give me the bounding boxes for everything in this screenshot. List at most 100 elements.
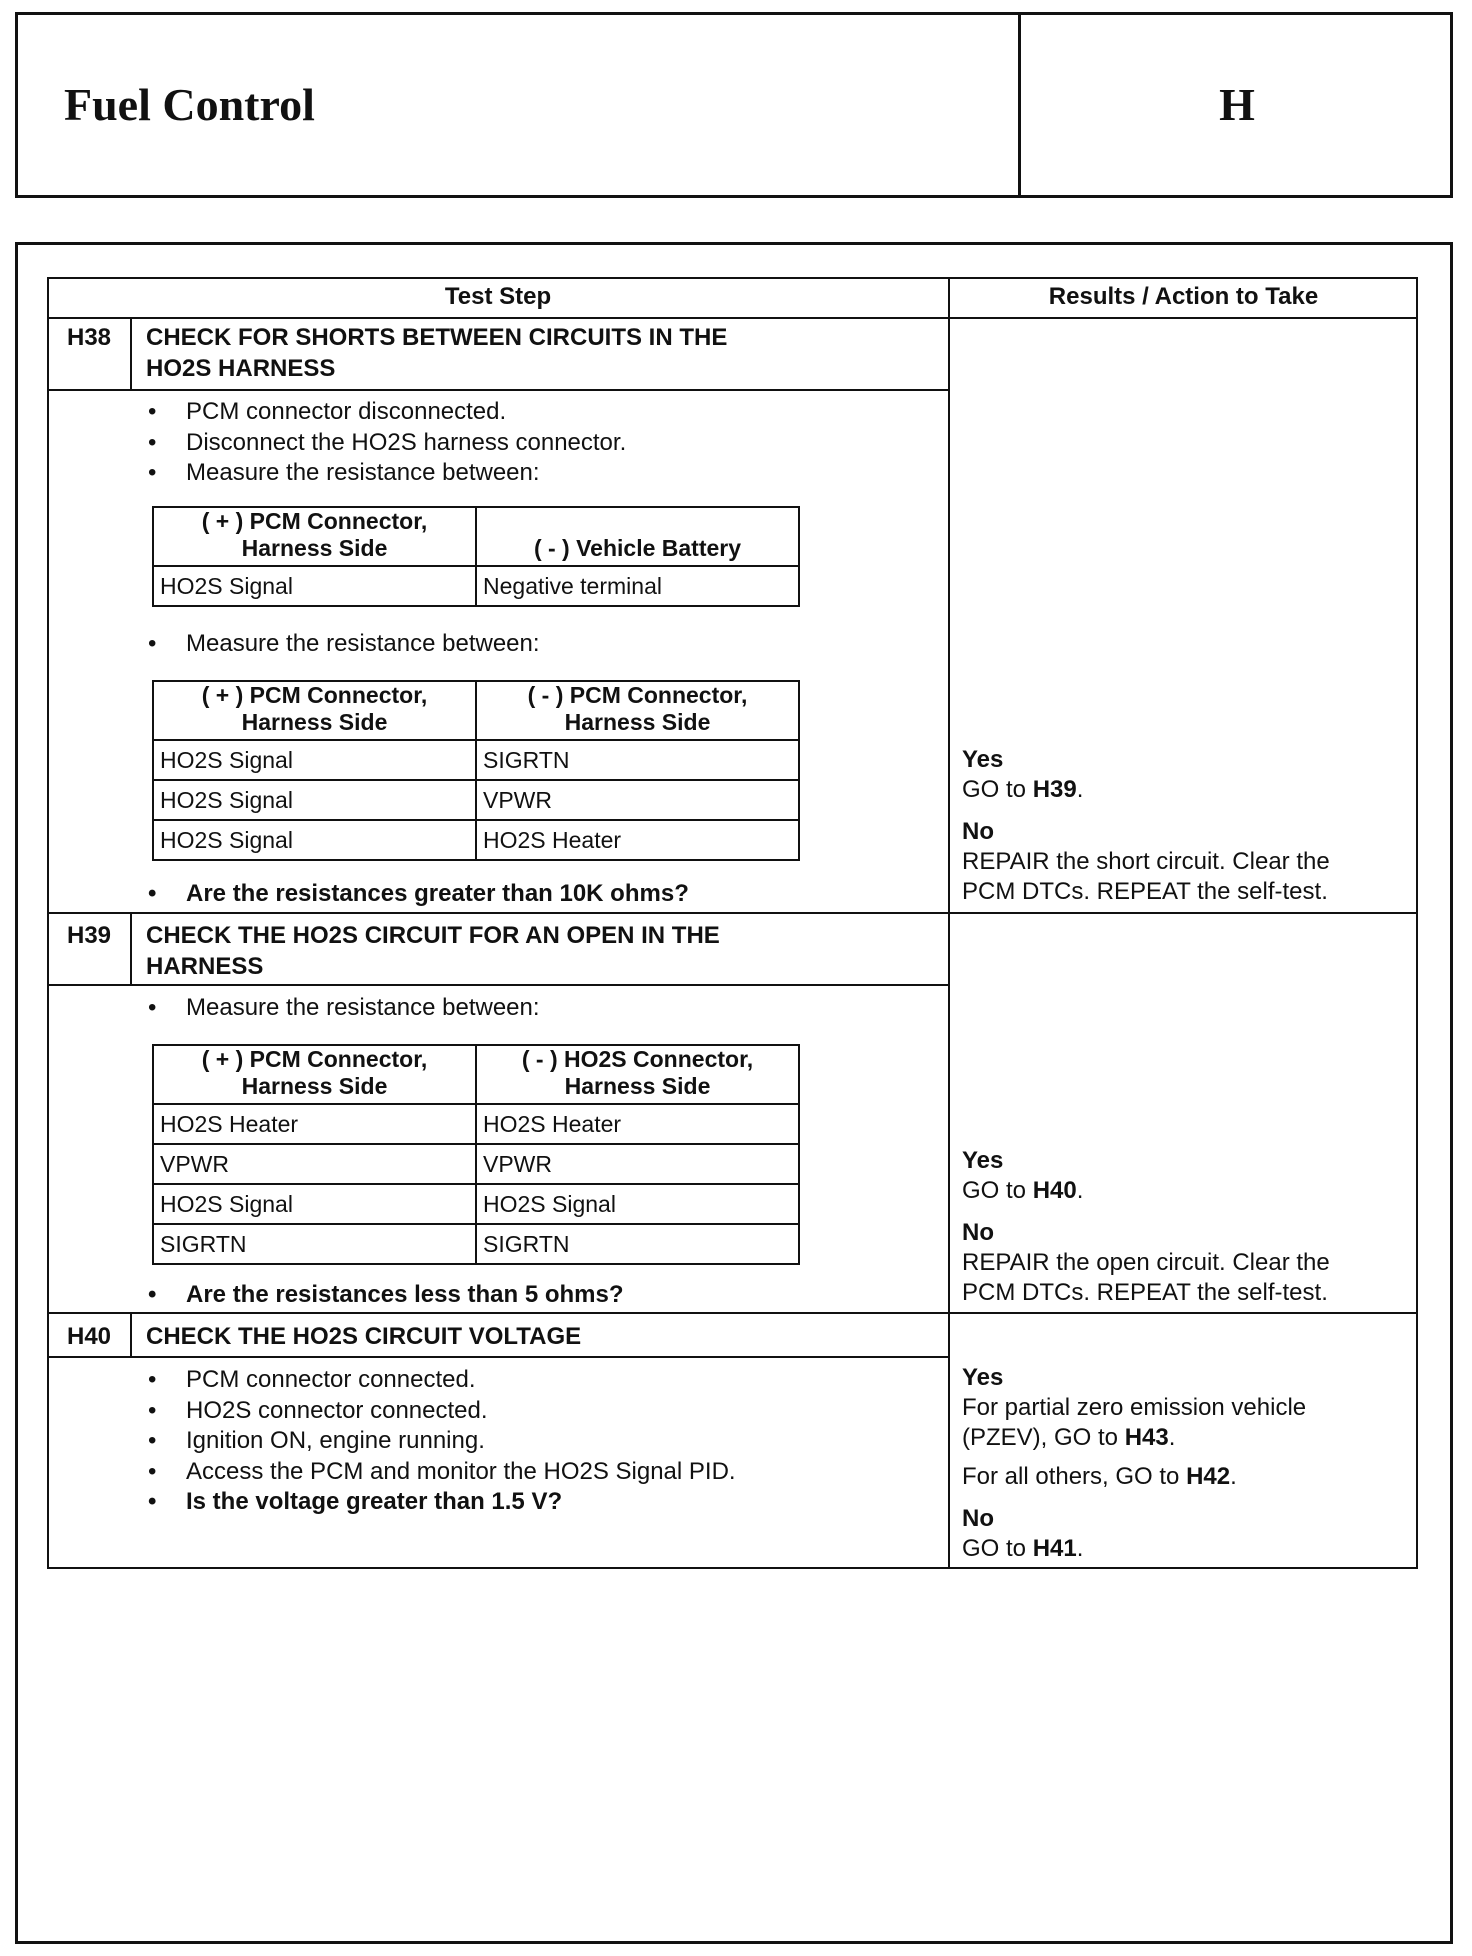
bullet-item: Measure the resistance between: — [148, 458, 626, 489]
h39-results: Yes GO to H40. No REPAIR the open circui… — [962, 1146, 1330, 1308]
table-row: HO2S Heater HO2S Heater — [152, 1103, 800, 1145]
no-action: PCM DTCs. REPEAT the self-test. — [962, 1279, 1328, 1306]
h38-question: Are the resistances greater than 10K ohm… — [148, 879, 689, 910]
col-results: Results / Action to Take — [1048, 283, 1319, 310]
bullet-item: Disconnect the HO2S harness connector. — [148, 428, 626, 459]
header-line: ( - ) HO2S Connector, — [521, 1046, 754, 1072]
bullet-item: PCM connector connected. — [148, 1365, 736, 1396]
step-ref[interactable]: H43 — [1124, 1424, 1169, 1451]
h39-id-divider — [130, 913, 132, 985]
step-id-h38: H38 — [66, 324, 112, 351]
title-line: CHECK THE HO2S CIRCUIT FOR AN OPEN IN TH… — [146, 922, 720, 949]
table-cell: VPWR — [475, 779, 800, 821]
action-text: GO to — [962, 1177, 1033, 1204]
bullet-item: Ignition ON, engine running. — [148, 1426, 736, 1457]
col-test-step: Test Step — [444, 283, 552, 310]
table-cell: HO2S Heater — [152, 1103, 477, 1145]
step-id-h39: H39 — [66, 922, 112, 949]
diagnostic-table — [47, 277, 1418, 1569]
bullet-item: PCM connector disconnected. — [148, 397, 626, 428]
table-header-row: ( + ) PCM Connector, Harness Side( - ) PC… — [152, 680, 800, 741]
question-item: Are the resistances greater than 10K ohm… — [148, 879, 689, 910]
step-ref[interactable]: H39 — [1032, 776, 1077, 803]
h38-end-line — [47, 912, 1418, 914]
bullet-item: Measure the resistance between: — [148, 629, 540, 660]
bullet-item: Measure the resistance between: — [148, 993, 540, 1024]
table-row: HO2S Signal VPWR — [152, 779, 800, 821]
step-title-h39: CHECK THE HO2S CIRCUIT FOR AN OPEN IN TH… — [146, 921, 720, 982]
step-ref[interactable]: H42 — [1186, 1463, 1231, 1490]
table-header-row: ( + ) PCM Connector, Harness Side( - ) HO… — [152, 1044, 800, 1105]
step-title-h40: CHECK THE HO2S CIRCUIT VOLTAGE — [146, 1323, 582, 1350]
table-row: HO2S Signal HO2S Signal — [152, 1183, 800, 1225]
table-cell: HO2S Signal — [152, 1183, 477, 1225]
h38-bullet-2: Measure the resistance between: — [148, 629, 540, 660]
header-box — [15, 12, 1453, 198]
table-cell: HO2S Signal — [475, 1183, 800, 1225]
yes-label: Yes — [962, 1147, 1004, 1174]
header-line: ( - ) PCM Connector, — [527, 682, 748, 708]
table-cell: HO2S Signal — [152, 819, 477, 861]
table-cell: HO2S Heater — [475, 1103, 800, 1145]
h38-bullets: PCM connector disconnected. Disconnect t… — [148, 397, 626, 489]
no-action: REPAIR the open circuit. Clear the — [962, 1249, 1330, 1276]
table-cell: HO2S Signal — [152, 565, 477, 607]
header-row-line — [47, 317, 1418, 319]
header-line: Harness Side — [241, 535, 388, 561]
h38-title-line — [47, 389, 949, 391]
page-title: Fuel Control — [64, 79, 315, 130]
h40-id-divider — [130, 1313, 132, 1357]
h39-title-line — [47, 984, 949, 986]
column-header: ( - ) HO2S Connector, Harness Side — [475, 1044, 800, 1105]
table-row: SIGRTN SIGRTN — [152, 1223, 800, 1265]
column-header: ( + ) PCM Connector, Harness Side — [152, 1044, 477, 1105]
table-row: HO2S Signal HO2S Heater — [152, 819, 800, 861]
yes-action: GO to H39. — [962, 776, 1084, 803]
h39-table-1: ( + ) PCM Connector, Harness Side( - ) HO… — [152, 1044, 800, 1265]
action-text: GO to — [962, 776, 1033, 803]
yes-action: For partial zero emission vehicle — [962, 1394, 1307, 1421]
step-ref[interactable]: H40 — [1032, 1177, 1077, 1204]
header-line: ( + ) PCM Connector, — [201, 1046, 428, 1072]
column-header: ( + ) PCM Connector, Harness Side — [152, 680, 477, 741]
bullet-item: Access the PCM and monitor the HO2S Sign… — [148, 1457, 736, 1488]
h38-table-2: ( + ) PCM Connector, Harness Side( - ) PC… — [152, 680, 800, 861]
yes-label: Yes — [962, 1364, 1004, 1391]
question-item: Are the resistances less than 5 ohms? — [148, 1280, 624, 1311]
yes-action: For all others, GO to H42. — [962, 1463, 1237, 1490]
column-header: ( - ) PCM Connector, Harness Side — [475, 680, 800, 741]
table-cell: HO2S Signal — [152, 779, 477, 821]
yes-action: (PZEV), GO to H43. — [962, 1424, 1176, 1451]
title-line: HO2S HARNESS — [146, 354, 336, 382]
table-cell: HO2S Signal — [152, 739, 477, 781]
question-item: Is the voltage greater than 1.5 V? — [148, 1487, 736, 1518]
bullet-item: HO2S connector connected. — [148, 1396, 736, 1427]
table-cell: HO2S Heater — [475, 819, 800, 861]
table-row: HO2S Signal Negative terminal — [152, 565, 800, 607]
table-cell: Negative terminal — [475, 565, 800, 607]
no-action: GO to H41. — [962, 1535, 1084, 1562]
header-divider — [1018, 12, 1021, 198]
table-cell: SIGRTN — [475, 739, 800, 781]
step-ref[interactable]: H41 — [1032, 1535, 1077, 1562]
table-cell: SIGRTN — [152, 1223, 477, 1265]
main-box — [15, 242, 1453, 1944]
h39-bullets: Measure the resistance between: — [148, 993, 540, 1024]
no-label: No — [962, 1505, 994, 1532]
h39-question: Are the resistances less than 5 ohms? — [148, 1280, 624, 1311]
yes-label: Yes — [962, 746, 1004, 773]
no-label: No — [962, 818, 994, 845]
action-text: GO to — [962, 1535, 1033, 1562]
h38-results: Yes GO to H39. No REPAIR the short circu… — [962, 745, 1330, 907]
title-line: HARNESS — [146, 952, 264, 980]
header-line: Harness Side — [241, 709, 388, 735]
header-line: ( + ) PCM Connector, — [201, 682, 428, 708]
action-text: (PZEV), GO to — [962, 1424, 1125, 1451]
h40-results: Yes For partial zero emission vehicle (P… — [962, 1363, 1306, 1564]
header-line: ( - ) Vehicle Battery — [533, 535, 742, 561]
h40-bullets: PCM connector connected. HO2S connector … — [148, 1365, 736, 1518]
table-row: HO2S Signal SIGRTN — [152, 739, 800, 781]
table-cell: SIGRTN — [475, 1223, 800, 1265]
column-header: ( + ) PCM Connector, Harness Side — [152, 506, 477, 567]
table-cell: VPWR — [475, 1143, 800, 1185]
